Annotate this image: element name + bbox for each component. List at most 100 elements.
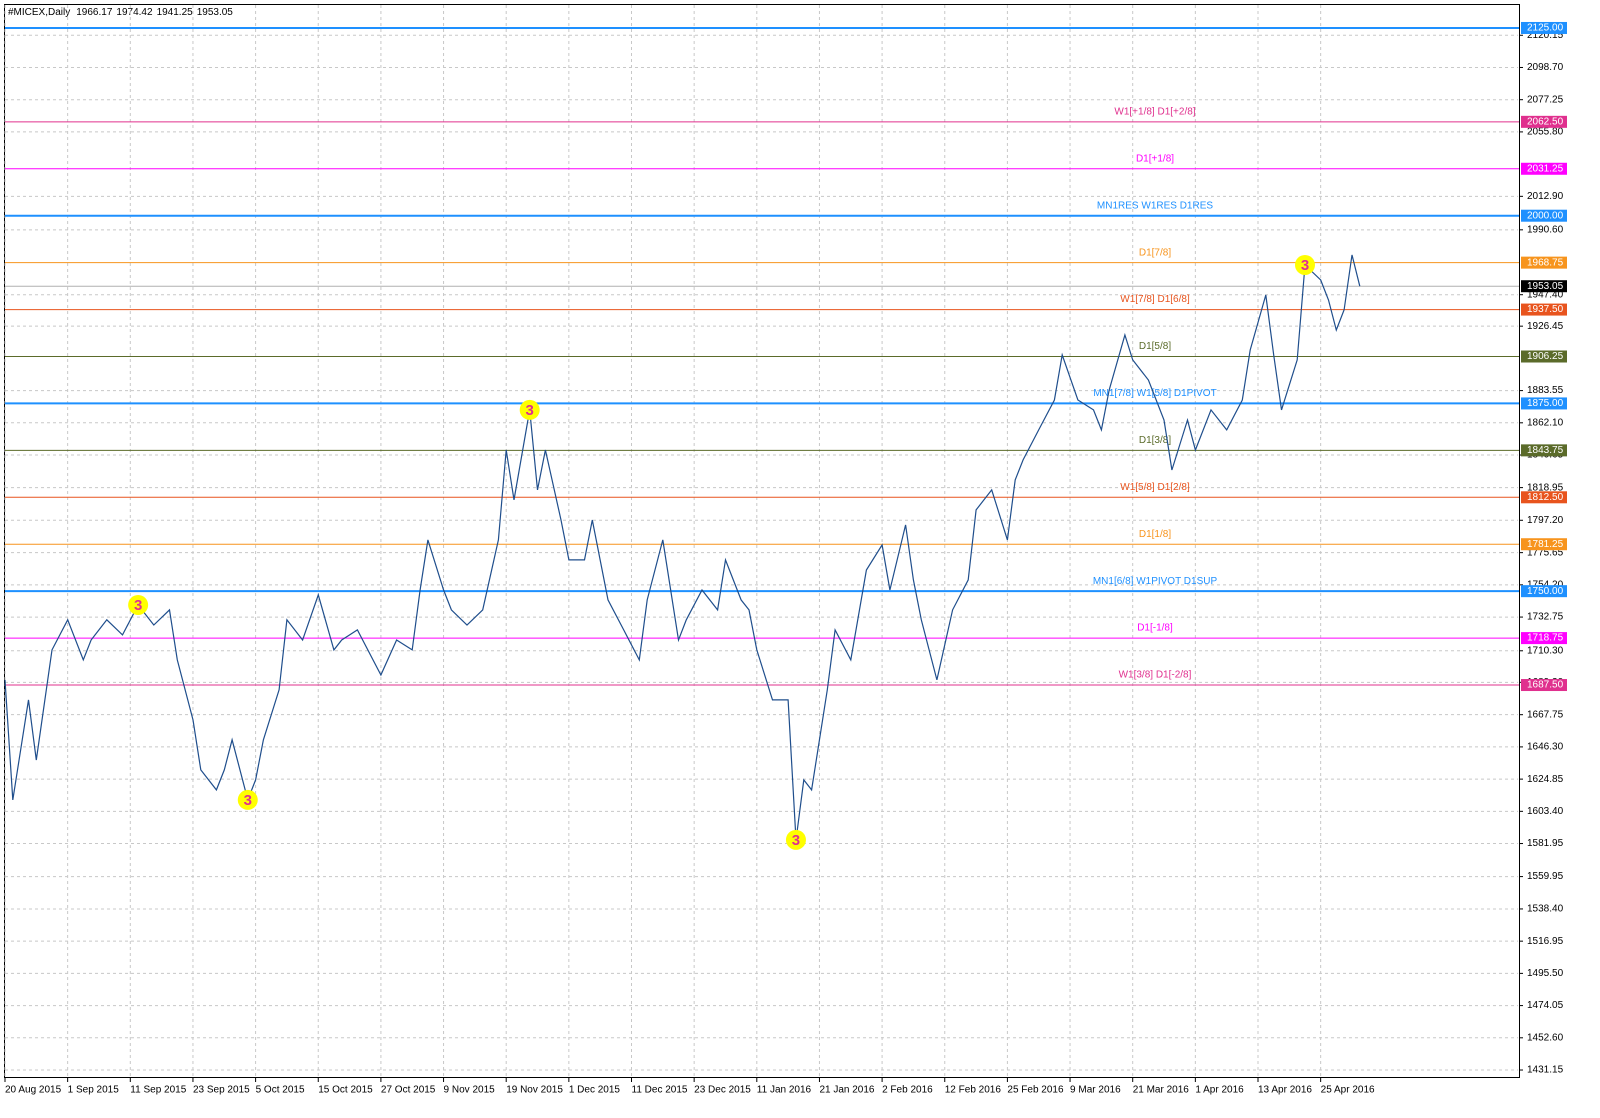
wave-marker <box>128 594 149 615</box>
level-name: D1[3/8] <box>1139 435 1171 446</box>
level-name: D1[7/8] <box>1139 247 1171 258</box>
level-price-box <box>1521 444 1567 457</box>
x-tick-label: 25 Feb 2016 <box>1007 1085 1064 1096</box>
x-tick-label: 1 Dec 2015 <box>569 1085 621 1096</box>
y-tick-label: 1797.20 <box>1527 515 1564 526</box>
level-price-box <box>1521 21 1567 34</box>
y-tick-label: 2055.80 <box>1527 127 1564 138</box>
wave-label: 3 <box>1301 257 1309 274</box>
y-tick-label: 1646.30 <box>1527 742 1564 753</box>
y-tick-label: 1883.55 <box>1527 385 1564 396</box>
y-tick-label: 1990.60 <box>1527 224 1564 235</box>
x-tick-label: 9 Nov 2015 <box>444 1085 496 1096</box>
x-tick-label: 21 Mar 2016 <box>1133 1085 1190 1096</box>
y-tick-label: 1926.45 <box>1527 321 1564 332</box>
y-tick-label: 1559.95 <box>1527 871 1564 882</box>
y-tick-label: 1754.20 <box>1527 579 1564 590</box>
level-price-box <box>1521 491 1567 504</box>
x-tick-label: 9 Mar 2016 <box>1070 1085 1121 1096</box>
level-price-box <box>1521 397 1567 410</box>
current-price-label: 1953.05 <box>1527 281 1564 292</box>
y-tick-label: 1732.75 <box>1527 612 1564 623</box>
level-name: W1[7/8] D1[6/8] <box>1120 294 1190 305</box>
wave-marker <box>785 829 806 850</box>
level-price-label: 1750.00 <box>1527 586 1564 597</box>
x-tick-label: 1 Apr 2016 <box>1195 1085 1244 1096</box>
wave-marker <box>519 399 540 420</box>
level-name: W1[+1/8] D1[+2/8] <box>1114 106 1195 117</box>
level-price-box <box>1521 632 1567 645</box>
level-price-label: 1812.50 <box>1527 492 1564 503</box>
y-tick-label: 1667.75 <box>1527 709 1564 720</box>
y-tick-label: 1452.60 <box>1527 1032 1564 1043</box>
level-price-label: 1906.25 <box>1527 351 1564 362</box>
x-tick-label: 20 Aug 2015 <box>5 1085 62 1096</box>
level-price-box <box>1521 209 1567 222</box>
y-tick-label: 1775.65 <box>1527 547 1564 558</box>
x-tick-label: 27 Oct 2015 <box>381 1085 436 1096</box>
current-price-box <box>1521 280 1567 293</box>
y-tick-label: 1495.50 <box>1527 968 1564 979</box>
level-price-box <box>1521 585 1567 598</box>
level-price-label: 2031.25 <box>1527 163 1564 174</box>
level-name: D1[5/8] <box>1139 341 1171 352</box>
x-tick-label: 19 Nov 2015 <box>506 1085 563 1096</box>
y-tick-label: 1947.40 <box>1527 289 1564 300</box>
y-tick-label: 1474.05 <box>1527 1000 1564 1011</box>
x-tick-label: 11 Dec 2015 <box>632 1085 688 1096</box>
y-tick-label: 2120.15 <box>1527 30 1564 41</box>
level-price-label: 1875.00 <box>1527 398 1564 409</box>
level-price-box <box>1521 538 1567 551</box>
level-price-label: 2062.50 <box>1527 116 1564 127</box>
level-price-label: 1843.75 <box>1527 445 1564 456</box>
x-tick-label: 5 Oct 2015 <box>256 1085 305 1096</box>
x-tick-label: 12 Feb 2016 <box>945 1085 1002 1096</box>
wave-marker <box>237 789 258 810</box>
chart-header: #MICEX,Daily 1966.17 1974.42 1941.25 1953.05 <box>8 7 233 18</box>
x-tick-label: 25 Apr 2016 <box>1321 1085 1375 1096</box>
y-tick-label: 1862.10 <box>1527 417 1564 428</box>
x-tick-label: 13 Apr 2016 <box>1258 1085 1312 1096</box>
ohlc-open: 1966.17 <box>76 7 113 18</box>
y-tick-label: 2012.90 <box>1527 191 1564 202</box>
level-price-box <box>1521 115 1567 128</box>
x-tick-label: 23 Dec 2015 <box>694 1085 751 1096</box>
x-tick-label: 23 Sep 2015 <box>193 1085 250 1096</box>
level-price-box <box>1521 350 1567 363</box>
wave-label: 3 <box>134 597 142 614</box>
y-tick-label: 2077.25 <box>1527 94 1564 105</box>
x-tick-label: 15 Oct 2015 <box>318 1085 373 1096</box>
level-price-label: 1968.75 <box>1527 257 1564 268</box>
x-tick-label: 11 Jan 2016 <box>757 1085 812 1096</box>
wave-label: 3 <box>244 792 252 809</box>
x-tick-label: 21 Jan 2016 <box>819 1085 874 1096</box>
level-name: MN1[6/8] W1PIVOT D1SUP <box>1093 576 1218 587</box>
ohlc-close: 1953.05 <box>197 7 234 18</box>
wave-label: 3 <box>526 402 534 419</box>
level-price-box <box>1521 256 1567 269</box>
y-tick-label: 2098.70 <box>1527 62 1564 73</box>
level-name: W1[3/8] D1[-2/8] <box>1119 670 1192 681</box>
x-tick-label: 2 Feb 2016 <box>882 1085 933 1096</box>
wave-marker <box>1294 254 1315 275</box>
level-price-label: 1781.25 <box>1527 539 1564 550</box>
x-tick-label: 11 Sep 2015 <box>130 1085 186 1096</box>
level-price-label: 1718.75 <box>1527 633 1564 644</box>
level-name: D1[-1/8] <box>1137 623 1173 634</box>
level-price-box <box>1521 679 1567 692</box>
chart-title: #MICEX,Daily <box>8 7 70 18</box>
level-name: D1[+1/8] <box>1136 153 1174 164</box>
ohlc-high: 1974.42 <box>116 7 153 18</box>
level-name: MN1RES W1RES D1RES <box>1097 200 1213 211</box>
y-tick-label: 1516.95 <box>1527 936 1564 947</box>
y-tick-label: 1624.85 <box>1527 774 1564 785</box>
y-tick-label: 1431.15 <box>1527 1065 1564 1076</box>
y-tick-label: 1603.40 <box>1527 806 1564 817</box>
level-price-label: 1937.50 <box>1527 304 1564 315</box>
level-name: MN1[7/8] W1[5/8] D1PIVOT <box>1093 388 1216 399</box>
y-tick-label: 1710.30 <box>1527 645 1564 656</box>
level-price-label: 2000.00 <box>1527 210 1564 221</box>
wave-label: 3 <box>792 832 800 849</box>
y-tick-label: 1538.40 <box>1527 904 1564 915</box>
